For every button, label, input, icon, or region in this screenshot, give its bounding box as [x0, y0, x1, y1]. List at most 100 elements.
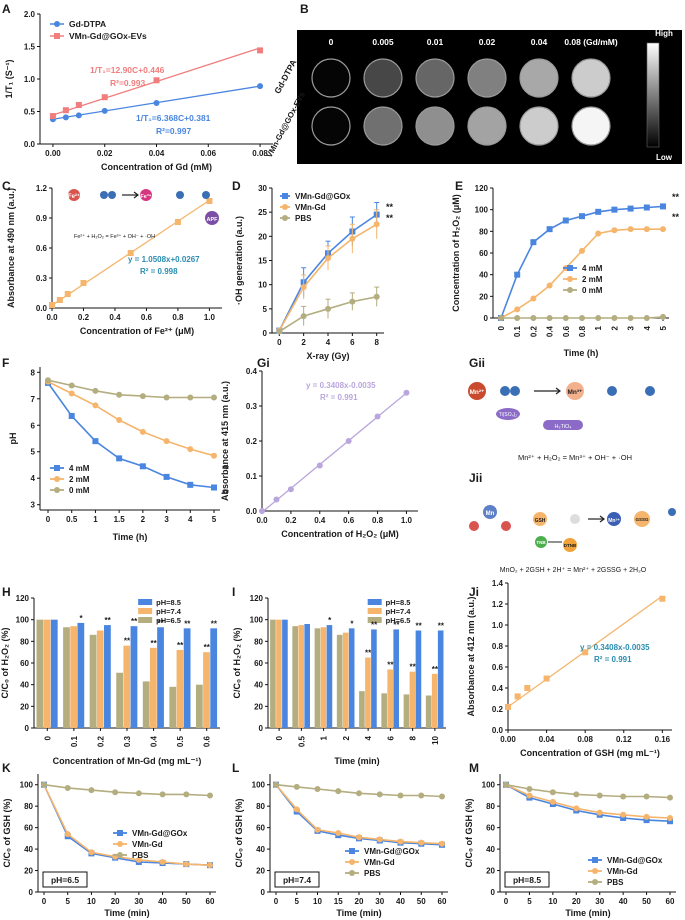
x-tick-label: 10	[87, 897, 96, 906]
annotation: **	[365, 649, 372, 658]
x-axis-title: Concentration of H₂O₂ (μM)	[281, 529, 399, 539]
data-point	[163, 438, 170, 445]
legend-marker	[567, 276, 573, 282]
data-point	[611, 206, 618, 213]
x-tick-label: 0.0	[256, 516, 268, 525]
y-tick-label: 5	[263, 305, 268, 314]
data-point	[667, 794, 673, 801]
h2o2-molecule-icon	[100, 191, 108, 199]
x-tick-label: 40	[158, 897, 167, 906]
mri-well	[519, 58, 559, 98]
legend-label: pH=6.5	[156, 616, 181, 625]
legend-marker	[349, 848, 355, 854]
series-line	[505, 783, 671, 822]
annotation: R²=0.997	[156, 126, 191, 136]
data-point	[403, 389, 410, 396]
data-point	[325, 255, 331, 262]
scheme-label: GSH	[535, 518, 546, 524]
data-point	[80, 280, 87, 286]
data-point	[627, 226, 634, 233]
legend-label: 2 mM	[582, 275, 603, 284]
x-tick-label: 60	[438, 897, 447, 906]
bar	[371, 629, 377, 728]
annotation: **	[386, 202, 394, 212]
y-tick-label: 7	[31, 395, 36, 404]
data-point	[56, 297, 63, 303]
legend-marker	[54, 487, 60, 493]
x-tick-label: 0.08	[577, 735, 593, 744]
data-point	[376, 836, 383, 843]
data-point	[546, 282, 553, 289]
chart-M: 0 20 40 60 80 100 0 5 10 20 30 40 50 60 Time (min) C/C₀…	[464, 774, 676, 918]
x-axis-title: Time (h)	[564, 348, 599, 358]
oxygen-atom-icon	[501, 521, 511, 531]
y-tick-label: 100	[482, 781, 496, 790]
y-axis-title: C/C₀ of H₂O₂ (%)	[0, 627, 10, 698]
data-point	[643, 817, 650, 824]
scheme-label: H₂TiO₄	[554, 424, 572, 430]
y-tick-label: 5	[31, 448, 36, 457]
data-point	[643, 204, 650, 211]
y-tick-label: 0.0	[492, 726, 504, 735]
data-point	[68, 382, 75, 389]
data-point	[611, 315, 618, 321]
data-point	[620, 811, 627, 818]
x-tick-label: 0.4	[546, 325, 555, 337]
scheme-label: Ti(SO₄)₂	[499, 412, 518, 418]
x-axis-title: Concentration of GSH (mg mL⁻¹)	[520, 748, 660, 758]
panel-letter: A	[2, 2, 11, 16]
data-point	[530, 239, 537, 246]
panel-letter: E	[455, 179, 463, 193]
x-tick-label: 2	[342, 735, 351, 740]
x-tick-label: 0.4	[109, 313, 121, 322]
panel-letter: Gi	[257, 356, 270, 370]
concentration-label: 0.02	[479, 37, 496, 47]
concentration-label: 0	[329, 37, 334, 47]
scheme-label: Mn³⁺	[568, 389, 584, 396]
scheme-label: Fe³⁺	[140, 193, 151, 200]
x-tick-label: 10	[431, 735, 440, 744]
bar	[176, 650, 184, 728]
x-tick-label: 50	[182, 897, 191, 906]
data-point	[573, 791, 580, 798]
hydroxide-icon	[607, 386, 617, 396]
annotation: y = 1.0508x+0.0267	[128, 255, 200, 264]
y-tick-label: 80	[24, 802, 33, 811]
data-point	[207, 862, 213, 869]
data-point	[579, 247, 585, 254]
x-tick-label: 1.0	[204, 313, 216, 322]
y-tick-label: 60	[479, 249, 488, 258]
bar	[123, 645, 131, 728]
x-tick-label: 0.12	[616, 735, 632, 744]
x-tick-label: 4	[188, 515, 193, 524]
gssg-icon	[634, 511, 650, 527]
water-icon	[668, 508, 676, 516]
y-axis-title: C/C₀ of GSH (%)	[234, 798, 244, 867]
y-tick-label: 60	[486, 824, 495, 833]
bar	[282, 619, 288, 728]
y-tick-label: 2.0	[24, 10, 36, 19]
data-point	[595, 208, 602, 215]
chart-K: 0 20 40 60 80 100 0 5 10 20 30 40 50 60 Time (min) C/C₀…	[2, 774, 216, 918]
series-line	[43, 784, 211, 866]
y-tick-label: 1.2	[36, 184, 48, 193]
legend-label: pH=7.4	[156, 607, 182, 616]
y-tick-label: 100	[20, 781, 34, 790]
data-point	[356, 790, 362, 797]
data-point	[546, 226, 553, 233]
data-point	[41, 781, 47, 788]
y-tick-label: 40	[254, 681, 263, 690]
bar	[431, 673, 438, 728]
bar	[425, 695, 432, 728]
legend-swatch	[138, 599, 153, 605]
data-point	[68, 412, 75, 419]
legend-label: pH=8.5	[386, 598, 411, 607]
series-line	[500, 205, 664, 319]
y-tick-label: 30	[258, 184, 267, 193]
y-tick-label: 0.5	[24, 108, 36, 117]
scheme-label: TNB	[536, 540, 546, 545]
x-axis-title: Time (min)	[565, 908, 610, 918]
concentration-label: 0.01	[427, 37, 444, 47]
data-point	[526, 786, 533, 793]
data-point	[595, 230, 602, 237]
